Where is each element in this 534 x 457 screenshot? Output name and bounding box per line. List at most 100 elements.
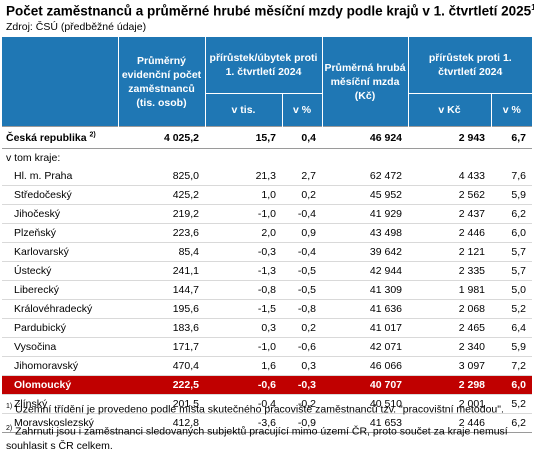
table-row: Hl. m. Praha 825,0 21,3 2,7 62 472 4 433 7,6 xyxy=(2,167,533,186)
cell-change-tis: 21,3 xyxy=(205,167,282,186)
wage-table: Průměrný evidenční počet zaměstnanců (ti… xyxy=(2,37,533,433)
cell-change-tis: -0,3 xyxy=(205,242,282,262)
cell-wage: 42 944 xyxy=(322,261,409,281)
cell-wage-change-kc: 4 433 xyxy=(408,167,492,186)
cell-wage-change-kc: 2 446 xyxy=(408,413,492,433)
cell-wage: 42 071 xyxy=(322,337,409,357)
cell-change-pct: -0,4 xyxy=(282,204,323,224)
footnote-text: Zahrnuti jsou i zaměstnanci sledovaných … xyxy=(6,425,508,452)
cell-wage-change-kc: 2 340 xyxy=(408,337,492,357)
cell-wage-change-kc: 2 465 xyxy=(408,318,492,338)
cell-change-tis: -1,5 xyxy=(205,299,282,319)
row-name: Hl. m. Praha xyxy=(2,167,118,186)
footnote: 1) Územní třídění je provedeno podle mís… xyxy=(6,399,530,418)
cell-change-tis: -1,0 xyxy=(205,337,282,357)
cell-change-pct: -0,8 xyxy=(282,299,323,319)
header-wage: Průměrná hrubá měsíční mzda (Kč) xyxy=(321,37,409,127)
cell-wage-change-pct: 5,0 xyxy=(491,280,533,300)
cell-wage-change-kc: 2 298 xyxy=(408,375,492,395)
row-name: Karlovarský xyxy=(2,242,118,262)
cell-employees: 144,7 xyxy=(118,280,205,300)
cell-wage-change-pct: 5,9 xyxy=(491,337,533,357)
row-name: Jihomoravský xyxy=(2,356,118,376)
cell-employees: 825,0 xyxy=(118,167,205,186)
total-footnote-mark: 2) xyxy=(89,131,96,138)
cell-wage: 41 017 xyxy=(322,318,409,338)
table-row: Jihomoravský 470,4 1,6 0,3 46 066 3 097 7,2 xyxy=(2,356,533,376)
table-row: Vysočina 171,7 -1,0 -0,6 42 071 2 340 5,9 xyxy=(2,337,533,357)
cell-wage-change-kc: 2 001 xyxy=(408,394,492,414)
footnote-text: Územní třídění je provedeno podle místa … xyxy=(15,403,504,416)
cell-wage-change-pct: 6,4 xyxy=(491,318,533,338)
cell-change-tis: 0,3 xyxy=(205,318,282,338)
cell-change-pct: -0,5 xyxy=(282,261,323,281)
cell-wage-change-kc: 2 446 xyxy=(408,223,492,243)
cell-wage-change-pct: 6,2 xyxy=(491,204,533,224)
cell-change-tis: -0,6 xyxy=(205,375,282,395)
cell-wage: 40 510 xyxy=(322,394,409,414)
cell-wage: 41 653 xyxy=(322,413,409,433)
cell-wage: 39 642 xyxy=(322,242,409,262)
table-row: Pardubický 183,6 0,3 0,2 41 017 2 465 6,4 xyxy=(2,318,533,338)
row-name: Zlínský xyxy=(2,394,118,414)
cell-wage: 41 309 xyxy=(322,280,409,300)
row-name: Plzeňský xyxy=(2,223,118,243)
cell-change-pct: -0,4 xyxy=(282,242,323,262)
cell-wage-change-pct: 6,2 xyxy=(491,413,533,433)
cell-change-pct: -0,5 xyxy=(282,280,323,300)
header-employees-change: přírůstek/úbytek proti 1. čtvrtletí 2024 xyxy=(204,37,323,94)
table-row: Jihočeský 219,2 -1,0 -0,4 41 929 2 437 6,2 xyxy=(2,204,533,224)
header-v-pct-wage: v % xyxy=(490,93,533,127)
cell-employees: 412,8 xyxy=(118,413,205,433)
row-name: Pardubický xyxy=(2,318,118,338)
cell-wage-change-kc: 2 335 xyxy=(408,261,492,281)
cell-wage-change-kc: 2 068 xyxy=(408,299,492,319)
cell-wage-change-kc: 3 097 xyxy=(408,356,492,376)
cell-change-tis: -3,6 xyxy=(205,413,282,433)
cell-change-tis: -1,0 xyxy=(205,204,282,224)
table-row: Karlovarský 85,4 -0,3 -0,4 39 642 2 121 5,7 xyxy=(2,242,533,262)
cell-wage: 46 924 xyxy=(322,126,409,149)
cell-wage-change-pct: 7,6 xyxy=(491,167,533,186)
cell-change-pct: 0,4 xyxy=(282,126,323,149)
cell-wage-change-pct: 5,2 xyxy=(491,394,533,414)
cell-change-pct: 0,2 xyxy=(282,318,323,338)
cell-wage: 43 498 xyxy=(322,223,409,243)
footnote-mark: 1) xyxy=(6,403,13,410)
row-name: Jihočeský xyxy=(2,204,118,224)
cell-wage: 45 952 xyxy=(322,185,409,205)
header-blank xyxy=(2,37,118,127)
cell-change-tis: -0,4 xyxy=(205,394,282,414)
header-v-pct: v % xyxy=(281,93,323,127)
cell-employees: 85,4 xyxy=(118,242,205,262)
table-row-total: Česká republika 2) 4 025,2 15,7 0,4 46 9… xyxy=(2,126,533,149)
row-name: Středočeský xyxy=(2,185,118,205)
cell-wage-change-kc: 2 943 xyxy=(408,126,492,149)
cell-employees: 171,7 xyxy=(118,337,205,357)
cell-wage: 41 929 xyxy=(322,204,409,224)
cell-wage-change-kc: 2 437 xyxy=(408,204,492,224)
cell-wage-change-pct: 6,7 xyxy=(491,126,533,149)
cell-wage-change-kc: 1 981 xyxy=(408,280,492,300)
footnotes: 1) Územní třídění je provedeno podle mís… xyxy=(6,399,530,457)
cell-wage: 41 636 xyxy=(322,299,409,319)
table-row: Královéhradecký 195,6 -1,5 -0,8 41 636 2 068 5… xyxy=(2,299,533,319)
table-row: Ústecký 241,1 -1,3 -0,5 42 944 2 335 5,7 xyxy=(2,261,533,281)
table-row: Moravskoslezský 412,8 -3,6 -0,9 41 653 2 446 6… xyxy=(2,413,533,433)
table-row: Středočeský 425,2 1,0 0,2 45 952 2 562 5,9 xyxy=(2,185,533,205)
cell-wage: 46 066 xyxy=(322,356,409,376)
cell-change-tis: -1,3 xyxy=(205,261,282,281)
cell-change-tis: 15,7 xyxy=(205,126,282,149)
cell-employees: 201,5 xyxy=(118,394,205,414)
row-name: Ústecký xyxy=(2,261,118,281)
header-v-kc: v Kč xyxy=(407,93,492,127)
cell-wage-change-kc: 2 562 xyxy=(408,185,492,205)
source-note: Zdroj: ČSÚ (předběžné údaje) xyxy=(6,21,147,33)
cell-change-tis: 2,0 xyxy=(205,223,282,243)
table-row: Zlínský 201,5 -0,4 -0,2 40 510 2 001 5,2 xyxy=(2,394,533,414)
cell-wage-change-pct: 5,9 xyxy=(491,185,533,205)
cell-change-tis: -0,8 xyxy=(205,280,282,300)
cell-wage-change-pct: 6,0 xyxy=(491,375,533,395)
header-wage-change: přírůstek proti 1. čtvrtletí 2024 xyxy=(407,37,533,94)
